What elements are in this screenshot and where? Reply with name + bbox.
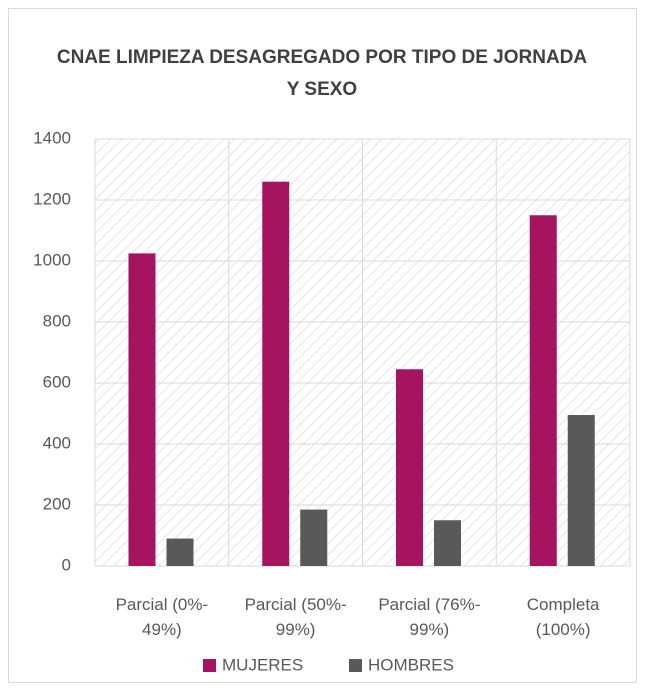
legend-swatch <box>349 659 362 672</box>
x-tick-label: Parcial (50%-99%) <box>245 595 347 639</box>
legend-label: HOMBRES <box>368 655 454 674</box>
y-tick-label: 1000 <box>33 250 71 269</box>
legend-swatch <box>203 659 216 672</box>
x-tick-label: Parcial (76%-99%) <box>378 595 480 639</box>
x-tick-label: Completa (100%) <box>527 595 600 639</box>
bar <box>300 509 328 566</box>
y-tick-label: 200 <box>43 494 71 513</box>
y-tick-label: 800 <box>43 311 71 330</box>
y-tick-label: 600 <box>43 372 71 391</box>
x-tick-label: Parcial (0%-49%) <box>116 595 209 639</box>
bar <box>529 215 557 566</box>
bar <box>166 538 194 566</box>
chart-title: CNAE LIMPIEZA DESAGREGADO POR TIPO DE JO… <box>57 47 588 100</box>
y-tick-label: 1200 <box>33 189 71 208</box>
bar <box>262 181 290 566</box>
y-tick-label: 1400 <box>33 128 71 147</box>
bar <box>434 520 461 566</box>
legend-label: MUJERES <box>222 655 303 674</box>
y-tick-label: 0 <box>62 555 71 574</box>
bar <box>396 369 423 566</box>
bar <box>128 253 156 566</box>
bar <box>567 415 595 566</box>
y-tick-label: 400 <box>43 433 71 452</box>
